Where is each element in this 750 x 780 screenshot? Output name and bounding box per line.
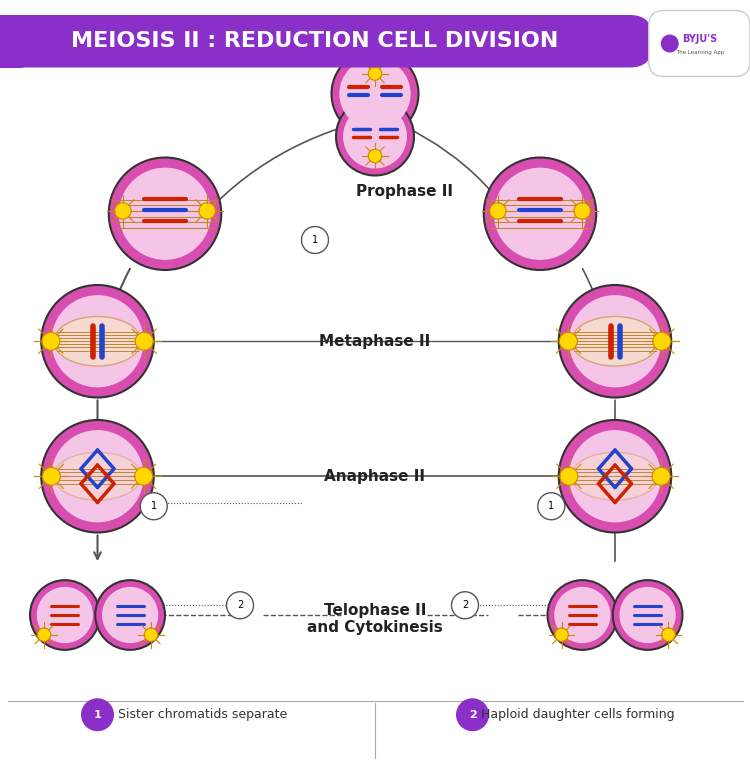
- Circle shape: [560, 332, 578, 350]
- Ellipse shape: [572, 317, 658, 366]
- Circle shape: [555, 628, 568, 641]
- Circle shape: [332, 50, 419, 137]
- Text: 2: 2: [237, 601, 243, 610]
- Text: The Learning App: The Learning App: [676, 50, 724, 55]
- Circle shape: [662, 628, 675, 641]
- Circle shape: [43, 467, 60, 485]
- Text: 1: 1: [548, 502, 554, 511]
- Circle shape: [41, 420, 154, 533]
- Circle shape: [560, 467, 578, 485]
- Text: Haploid daughter cells forming: Haploid daughter cells forming: [481, 708, 674, 722]
- Text: Anaphase II: Anaphase II: [325, 469, 425, 484]
- Ellipse shape: [54, 317, 141, 366]
- Circle shape: [661, 34, 679, 52]
- Circle shape: [38, 628, 51, 641]
- Circle shape: [554, 587, 610, 643]
- Text: BYJU'S: BYJU'S: [682, 34, 717, 44]
- Circle shape: [302, 226, 328, 254]
- Circle shape: [548, 580, 617, 650]
- FancyBboxPatch shape: [0, 15, 652, 68]
- Ellipse shape: [572, 452, 658, 500]
- Text: 2: 2: [469, 710, 476, 720]
- Circle shape: [339, 58, 411, 129]
- Circle shape: [30, 580, 100, 650]
- Circle shape: [368, 67, 382, 80]
- Text: Telophase II
and Cytokinesis: Telophase II and Cytokinesis: [308, 602, 442, 635]
- Circle shape: [140, 493, 167, 519]
- Circle shape: [538, 493, 565, 519]
- Circle shape: [118, 168, 211, 260]
- Circle shape: [135, 467, 153, 485]
- Circle shape: [452, 592, 478, 619]
- Circle shape: [574, 203, 590, 219]
- Bar: [0, 15, 22, 68]
- Circle shape: [652, 467, 670, 485]
- Circle shape: [568, 430, 662, 523]
- Ellipse shape: [54, 452, 141, 500]
- Text: 1: 1: [312, 235, 318, 245]
- Circle shape: [456, 698, 489, 732]
- Circle shape: [144, 628, 158, 641]
- Circle shape: [336, 98, 414, 176]
- Circle shape: [368, 149, 382, 163]
- Circle shape: [51, 295, 144, 388]
- Circle shape: [559, 420, 671, 533]
- Circle shape: [199, 203, 215, 219]
- Circle shape: [81, 698, 114, 732]
- Circle shape: [226, 592, 254, 619]
- Circle shape: [568, 295, 662, 388]
- Circle shape: [494, 168, 586, 260]
- Circle shape: [490, 203, 506, 219]
- Circle shape: [484, 158, 596, 270]
- Circle shape: [135, 332, 153, 350]
- Circle shape: [51, 430, 144, 523]
- Circle shape: [37, 587, 93, 643]
- Text: Sister chromatids separate: Sister chromatids separate: [118, 708, 287, 722]
- Circle shape: [343, 105, 407, 168]
- FancyBboxPatch shape: [649, 10, 750, 76]
- Circle shape: [559, 285, 671, 398]
- Circle shape: [620, 587, 676, 643]
- Text: 1: 1: [94, 710, 101, 720]
- Text: 2: 2: [462, 601, 468, 610]
- Circle shape: [115, 203, 131, 219]
- Circle shape: [95, 580, 165, 650]
- Circle shape: [652, 332, 670, 350]
- Text: MEIOSIS II : REDUCTION CELL DIVISION: MEIOSIS II : REDUCTION CELL DIVISION: [71, 31, 559, 51]
- Text: 1: 1: [151, 502, 157, 511]
- Text: Metaphase II: Metaphase II: [320, 334, 430, 349]
- Circle shape: [41, 285, 154, 398]
- Circle shape: [613, 580, 682, 650]
- Circle shape: [42, 332, 60, 350]
- Text: Prophase II: Prophase II: [356, 184, 454, 199]
- Circle shape: [102, 587, 158, 643]
- Circle shape: [109, 158, 221, 270]
